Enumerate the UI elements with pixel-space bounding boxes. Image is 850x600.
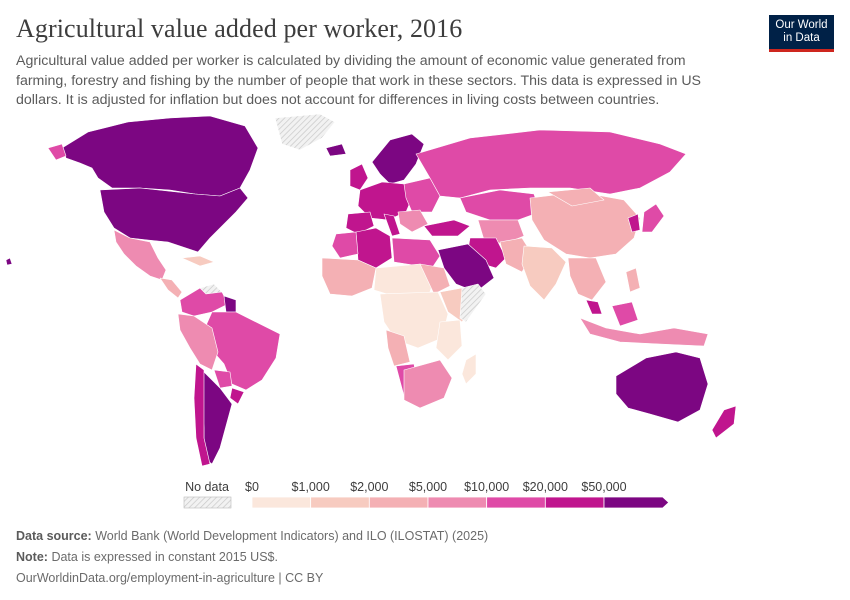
map-region-usa[interactable] — [99, 187, 249, 253]
footer-url[interactable]: OurWorldinData.org/employment-in-agricul… — [16, 571, 324, 585]
map-region-china[interactable] — [529, 191, 641, 259]
footer-note: Note: Data is expressed in constant 2015… — [16, 550, 278, 564]
map-region-russia[interactable] — [415, 129, 687, 199]
map-region-australia[interactable] — [615, 351, 709, 423]
map-region-southeast-asia[interactable] — [567, 257, 607, 301]
map-legend: No data $0 $1,000 $2,000 $5,000 $10,000 $20,0… — [183, 480, 670, 509]
map-region-hawaii[interactable] — [5, 257, 13, 266]
map-region-balkans[interactable] — [397, 209, 429, 233]
legend-tick-0: $0 — [245, 480, 259, 494]
map-region-libya-egypt[interactable] — [391, 237, 441, 269]
legend-tick-1: $1,000 — [292, 480, 330, 494]
map-region-uruguay[interactable] — [229, 387, 245, 405]
map-region-peru-bolivia[interactable] — [177, 313, 219, 371]
map-region-alaska-west[interactable] — [47, 143, 67, 161]
chart-subtitle: Agricultural value added per worker is c… — [16, 53, 702, 108]
chart-title: Agricultural value added per worker, 201… — [16, 14, 463, 43]
logo-line-2: in Data — [783, 32, 820, 44]
map-region-east-africa[interactable] — [435, 319, 463, 361]
map-region-west-africa[interactable] — [321, 257, 377, 297]
map-region-indonesia[interactable] — [579, 317, 709, 347]
map-region-philippines[interactable] — [625, 267, 641, 293]
map-region-turkey[interactable] — [423, 219, 471, 237]
map-region-morocco[interactable] — [331, 231, 359, 259]
footer-note-label: Note: — [16, 550, 48, 564]
legend-bin-4[interactable] — [486, 496, 546, 509]
map-region-madagascar[interactable] — [461, 353, 477, 385]
footer-source-label: Data source: — [16, 529, 92, 543]
owid-logo[interactable]: Our World in Data — [769, 15, 834, 52]
map-region-somalia-nodata[interactable] — [459, 283, 487, 323]
legend-tick-3: $5,000 — [409, 480, 447, 494]
map-region-korea[interactable] — [627, 213, 641, 233]
legend-tick-5: $20,000 — [523, 480, 568, 494]
map-region-kazakhstan[interactable] — [459, 189, 541, 221]
legend-bin-2[interactable] — [368, 496, 429, 509]
world-map[interactable] — [0, 108, 850, 468]
legend-no-data-label: No data — [185, 480, 229, 494]
map-region-borneo[interactable] — [611, 301, 639, 327]
legend-bin-1[interactable] — [310, 496, 370, 509]
map-region-iceland[interactable] — [325, 143, 347, 157]
map-region-new-zealand[interactable] — [711, 405, 737, 439]
map-region-uk-ireland[interactable] — [349, 163, 369, 191]
footer-note-text: Data is expressed in constant 2015 US$. — [51, 550, 278, 564]
map-region-chile[interactable] — [193, 363, 211, 467]
map-region-gabon-angola[interactable] — [385, 329, 411, 367]
map-region-southern-africa[interactable] — [403, 359, 453, 409]
map-region-malaysia[interactable] — [585, 299, 603, 315]
legend-tick-2: $2,000 — [350, 480, 388, 494]
map-region-japan[interactable] — [641, 203, 665, 233]
logo-line-1: Our World — [775, 19, 828, 31]
map-region-india[interactable] — [521, 245, 567, 301]
legend-bin-3[interactable] — [427, 496, 488, 509]
map-region-caribbean[interactable] — [181, 255, 215, 267]
legend-tick-6: $50,000 — [581, 480, 626, 494]
map-region-canada-alaska[interactable] — [61, 115, 259, 197]
legend-bin-6[interactable] — [603, 496, 670, 509]
map-region-sudan[interactable] — [419, 263, 451, 295]
footer-source-text: World Bank (World Development Indicators… — [95, 529, 489, 543]
map-region-greenland[interactable] — [274, 113, 336, 151]
map-region-scandinavia[interactable] — [371, 133, 425, 185]
legend-bin-5[interactable] — [544, 496, 605, 509]
legend-tick-4: $10,000 — [464, 480, 509, 494]
map-region-guyana[interactable] — [223, 295, 237, 313]
map-region-mongolia[interactable] — [547, 187, 605, 207]
map-region-saudi-arabia[interactable] — [437, 243, 495, 293]
footer-source: Data source: World Bank (World Developme… — [16, 529, 488, 543]
legend-no-data-swatch — [183, 496, 232, 509]
map-region-italy[interactable] — [383, 213, 401, 237]
map-region-central-america[interactable] — [159, 277, 183, 299]
map-region-guiana-nodata[interactable] — [199, 283, 223, 295]
legend-bin-0[interactable] — [251, 496, 312, 509]
map-region-paraguay[interactable] — [213, 369, 233, 389]
